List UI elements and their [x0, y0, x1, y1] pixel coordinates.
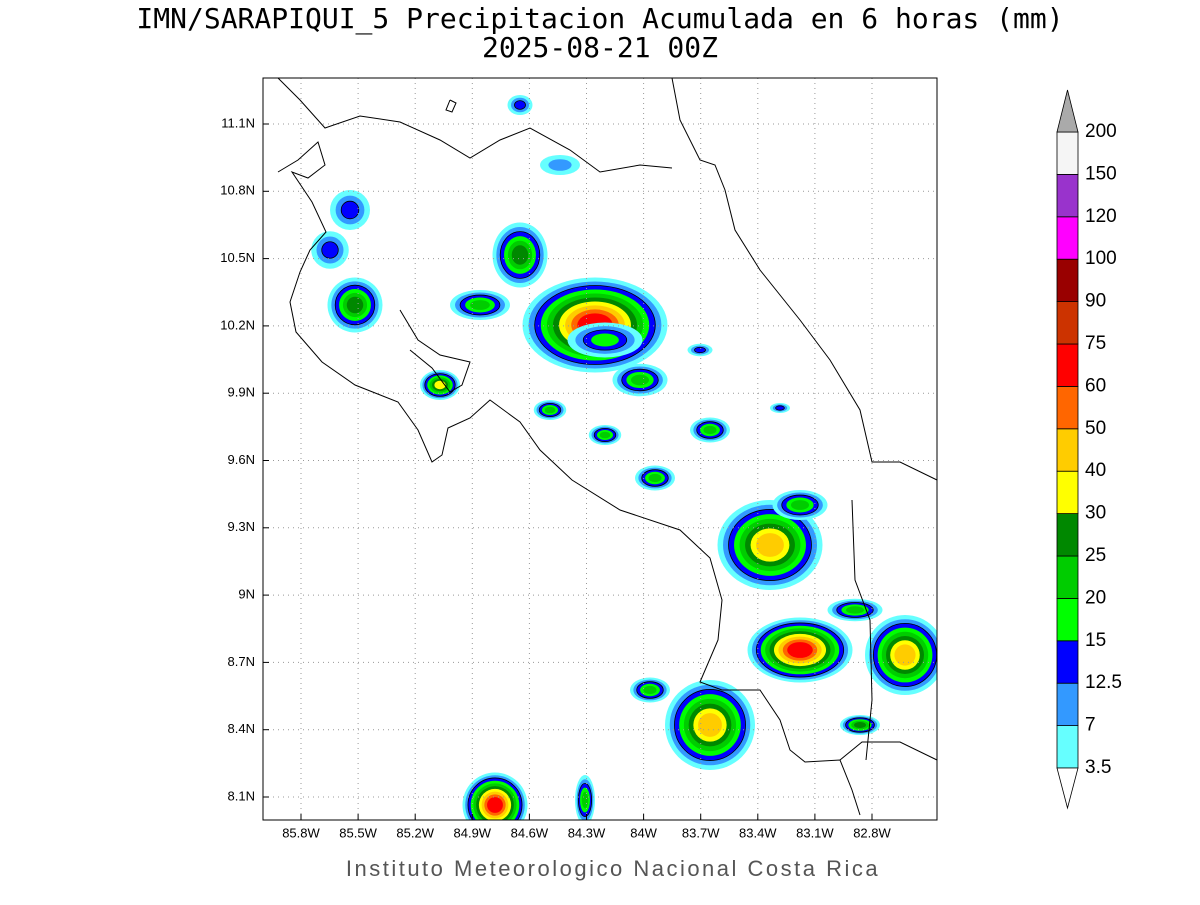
colorbar-box [1056, 258, 1079, 303]
precip-contour [434, 380, 446, 390]
precip-contour [340, 200, 360, 220]
colorbar-label: 12.5 [1085, 672, 1122, 693]
colorbar-box [1056, 131, 1079, 175]
lon-tick-label: 84.9W [454, 825, 492, 840]
lon-tick-label: 82.8W [853, 825, 891, 840]
precip-contour [854, 722, 866, 728]
colorbar-box [1056, 682, 1079, 727]
border [851, 499, 873, 761]
precip-contour [845, 606, 865, 614]
precip-contour [470, 300, 490, 310]
precip-contour [694, 346, 706, 354]
precip-contour [514, 100, 526, 110]
coastline [277, 77, 673, 173]
lon-tick-label: 85.8W [282, 825, 320, 840]
colorbar-box [1056, 725, 1079, 769]
lat-tick-label: 9.9N [228, 385, 255, 400]
colorbar-label: 75 [1085, 333, 1106, 354]
colorbar-label: 15 [1085, 630, 1106, 651]
precip-contour [703, 425, 717, 435]
precip-contour [648, 473, 662, 483]
lon-tick-label: 83.7W [682, 825, 720, 840]
colorbar-box [1056, 385, 1079, 430]
lat-tick-label: 10.8N [220, 183, 255, 198]
colorbar-box [1056, 598, 1079, 642]
lat-tick-label: 11.1N [221, 115, 255, 130]
lat-tick-label: 8.7N [228, 654, 255, 669]
colorbar-box [1056, 301, 1079, 345]
colorbar-label: 100 [1085, 248, 1117, 269]
lon-tick-label: 84.6W [511, 825, 549, 840]
colorbar-label: 25 [1085, 545, 1106, 566]
colorbar-label: 3.5 [1085, 757, 1111, 778]
axis-labels: 85.8W 85.5W 85.2W 84.9W 84.6W 84.3W 84W 83.7W 83… [220, 115, 891, 840]
colorbar-box [1056, 173, 1079, 218]
subtitle: 2025-08-21 00Z [482, 31, 718, 64]
precip-contour [756, 533, 784, 557]
lat-tick-label: 10.5N [220, 250, 255, 265]
lon-tick-label: 83.4W [739, 825, 777, 840]
precip-contour [894, 644, 916, 666]
precip-contour [321, 241, 339, 259]
precip-contour [544, 406, 556, 414]
lon-tick-label: 84.3W [568, 825, 606, 840]
colorbar-over [1056, 89, 1079, 133]
colorbar-label: 150 [1085, 163, 1117, 184]
lon-tick-label: 83.1W [796, 825, 834, 840]
colorbar-box [1056, 216, 1079, 260]
colorbar-box [1056, 428, 1079, 472]
precip-contour [630, 374, 650, 386]
coastlines [277, 77, 938, 816]
grid [263, 78, 937, 820]
lat-tick-label: 9N [238, 587, 255, 602]
precip-contour [775, 405, 785, 411]
colorbar-label: 60 [1085, 375, 1106, 396]
precip-contour [790, 500, 810, 510]
precip-contour [591, 333, 619, 347]
colorbar-label: 30 [1085, 503, 1106, 524]
lon-tick-label: 85.5W [339, 825, 377, 840]
colorbar-label: 40 [1085, 460, 1106, 481]
title: IMN/SARAPIQUI_5 Precipitacion Acumulada … [136, 2, 1063, 36]
coastline [399, 309, 471, 393]
precip-contour [698, 713, 722, 737]
lon-tick-label: 84W [630, 825, 657, 840]
precip-contour [643, 685, 657, 695]
lat-tick-label: 9.6N [228, 452, 255, 467]
colorbar-label: 50 [1085, 418, 1106, 439]
coastline [445, 99, 457, 113]
colorbar-label: 200 [1085, 121, 1117, 142]
lon-tick-label: 85.2W [396, 825, 434, 840]
precip-contour [548, 159, 572, 171]
precipitation-field [311, 95, 937, 820]
colorbar-label: 90 [1085, 291, 1106, 312]
footer: Instituto Meteorologico Nacional Costa R… [346, 856, 880, 881]
precip-contour [787, 642, 813, 658]
precip-contour [511, 245, 529, 265]
precip-contour [581, 791, 589, 809]
map-frame [262, 77, 938, 821]
colorbar-box [1056, 640, 1079, 684]
coastline [839, 741, 938, 761]
precip-contour [346, 296, 364, 314]
colorbar-under [1056, 767, 1079, 810]
colorbar: 3.5 7 12.5 15 20 25 30 40 50 60 75 90 100 120 150 200 [1056, 89, 1122, 810]
colorbar-label: 20 [1085, 587, 1106, 608]
colorbar-box [1056, 470, 1079, 515]
coastline [671, 77, 938, 481]
lat-tick-label: 8.1N [228, 788, 255, 803]
lat-tick-label: 10.2N [220, 317, 255, 332]
colorbar-box [1056, 555, 1079, 599]
precip-contour [599, 431, 611, 439]
colorbar-label: 120 [1085, 206, 1117, 227]
lat-tick-label: 9.3N [228, 519, 255, 534]
colorbar-label: 7 [1085, 715, 1096, 736]
lat-tick-label: 8.4N [228, 721, 255, 736]
coastline [277, 141, 861, 816]
colorbar-box [1056, 343, 1079, 387]
colorbar-box [1056, 513, 1079, 557]
precip-contour [487, 797, 503, 813]
